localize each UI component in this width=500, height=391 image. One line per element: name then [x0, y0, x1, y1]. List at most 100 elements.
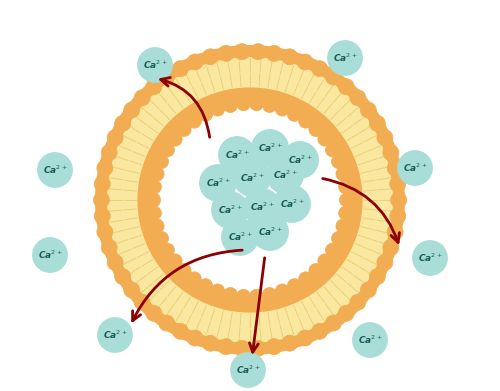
Circle shape: [370, 269, 386, 285]
Circle shape: [383, 239, 399, 255]
Circle shape: [158, 315, 174, 331]
Circle shape: [150, 219, 164, 233]
Circle shape: [340, 193, 353, 207]
Circle shape: [377, 255, 393, 271]
Circle shape: [94, 176, 110, 192]
Circle shape: [338, 79, 354, 95]
Circle shape: [390, 176, 406, 192]
Circle shape: [332, 154, 345, 169]
Circle shape: [202, 335, 218, 351]
Circle shape: [297, 330, 313, 346]
Text: Ca$^{2+}$: Ca$^{2+}$: [332, 52, 357, 64]
Circle shape: [98, 318, 132, 352]
Circle shape: [94, 208, 110, 224]
Text: Ca$^{2+}$: Ca$^{2+}$: [38, 249, 62, 261]
Circle shape: [172, 61, 188, 77]
Circle shape: [282, 142, 318, 178]
Circle shape: [114, 269, 130, 285]
Text: Ca$^{2+}$: Ca$^{2+}$: [224, 149, 250, 161]
Circle shape: [387, 224, 403, 240]
Circle shape: [332, 231, 345, 246]
Circle shape: [244, 189, 280, 225]
Circle shape: [202, 49, 218, 65]
Circle shape: [298, 114, 312, 128]
Circle shape: [222, 219, 258, 255]
Circle shape: [236, 289, 250, 303]
Circle shape: [326, 69, 342, 85]
Circle shape: [188, 114, 202, 128]
Circle shape: [160, 143, 174, 157]
Circle shape: [146, 193, 160, 207]
Circle shape: [338, 305, 354, 321]
Circle shape: [218, 45, 234, 61]
Circle shape: [312, 61, 328, 77]
Circle shape: [101, 145, 117, 161]
Circle shape: [177, 122, 191, 136]
Circle shape: [148, 180, 162, 194]
Circle shape: [150, 167, 164, 181]
Circle shape: [252, 214, 288, 250]
Text: Ca$^{2+}$: Ca$^{2+}$: [102, 329, 128, 341]
Circle shape: [187, 54, 203, 70]
Circle shape: [390, 208, 406, 224]
Text: Ca$^{2+}$: Ca$^{2+}$: [218, 204, 242, 216]
Text: Ca$^{2+}$: Ca$^{2+}$: [272, 169, 297, 181]
Circle shape: [282, 49, 298, 65]
Circle shape: [338, 206, 352, 220]
Circle shape: [154, 154, 168, 169]
Circle shape: [413, 241, 447, 275]
Text: Ca$^{2+}$: Ca$^{2+}$: [418, 252, 442, 264]
Circle shape: [288, 107, 302, 121]
Text: Ca$^{2+}$: Ca$^{2+}$: [402, 162, 427, 174]
Circle shape: [148, 206, 162, 220]
Circle shape: [146, 305, 162, 321]
Circle shape: [187, 330, 203, 346]
Circle shape: [188, 272, 202, 286]
Circle shape: [236, 97, 250, 111]
Circle shape: [267, 157, 303, 193]
Text: Ca$^{2+}$: Ca$^{2+}$: [358, 334, 382, 346]
Circle shape: [107, 129, 123, 145]
Circle shape: [309, 122, 323, 136]
Circle shape: [219, 137, 255, 173]
Circle shape: [377, 129, 393, 145]
Circle shape: [282, 335, 298, 351]
Circle shape: [383, 145, 399, 161]
Circle shape: [312, 323, 328, 339]
Text: Ca$^{2+}$: Ca$^{2+}$: [142, 59, 168, 71]
Circle shape: [210, 284, 224, 298]
Circle shape: [218, 339, 234, 355]
Circle shape: [336, 167, 350, 181]
Text: Ca$^{2+}$: Ca$^{2+}$: [280, 198, 304, 210]
Circle shape: [124, 282, 140, 298]
Circle shape: [360, 102, 376, 118]
Circle shape: [276, 102, 289, 116]
Circle shape: [154, 104, 346, 296]
Circle shape: [97, 224, 113, 240]
Circle shape: [387, 160, 403, 176]
Circle shape: [274, 186, 310, 222]
Circle shape: [360, 282, 376, 298]
Circle shape: [328, 41, 362, 75]
Circle shape: [107, 57, 393, 343]
Circle shape: [124, 102, 140, 118]
Circle shape: [326, 315, 342, 331]
Circle shape: [38, 153, 72, 187]
Circle shape: [101, 239, 117, 255]
Circle shape: [250, 289, 264, 303]
Circle shape: [336, 219, 350, 233]
Circle shape: [200, 165, 236, 201]
Circle shape: [177, 264, 191, 278]
Circle shape: [298, 272, 312, 286]
Circle shape: [94, 192, 110, 208]
Text: Ca$^{2+}$: Ca$^{2+}$: [288, 154, 312, 166]
Circle shape: [224, 99, 237, 113]
Circle shape: [134, 294, 150, 310]
Circle shape: [154, 231, 168, 246]
Circle shape: [390, 192, 406, 208]
Circle shape: [266, 45, 282, 61]
Circle shape: [276, 284, 289, 298]
Circle shape: [210, 102, 224, 116]
Text: Ca$^{2+}$: Ca$^{2+}$: [42, 164, 68, 176]
Circle shape: [231, 353, 265, 387]
